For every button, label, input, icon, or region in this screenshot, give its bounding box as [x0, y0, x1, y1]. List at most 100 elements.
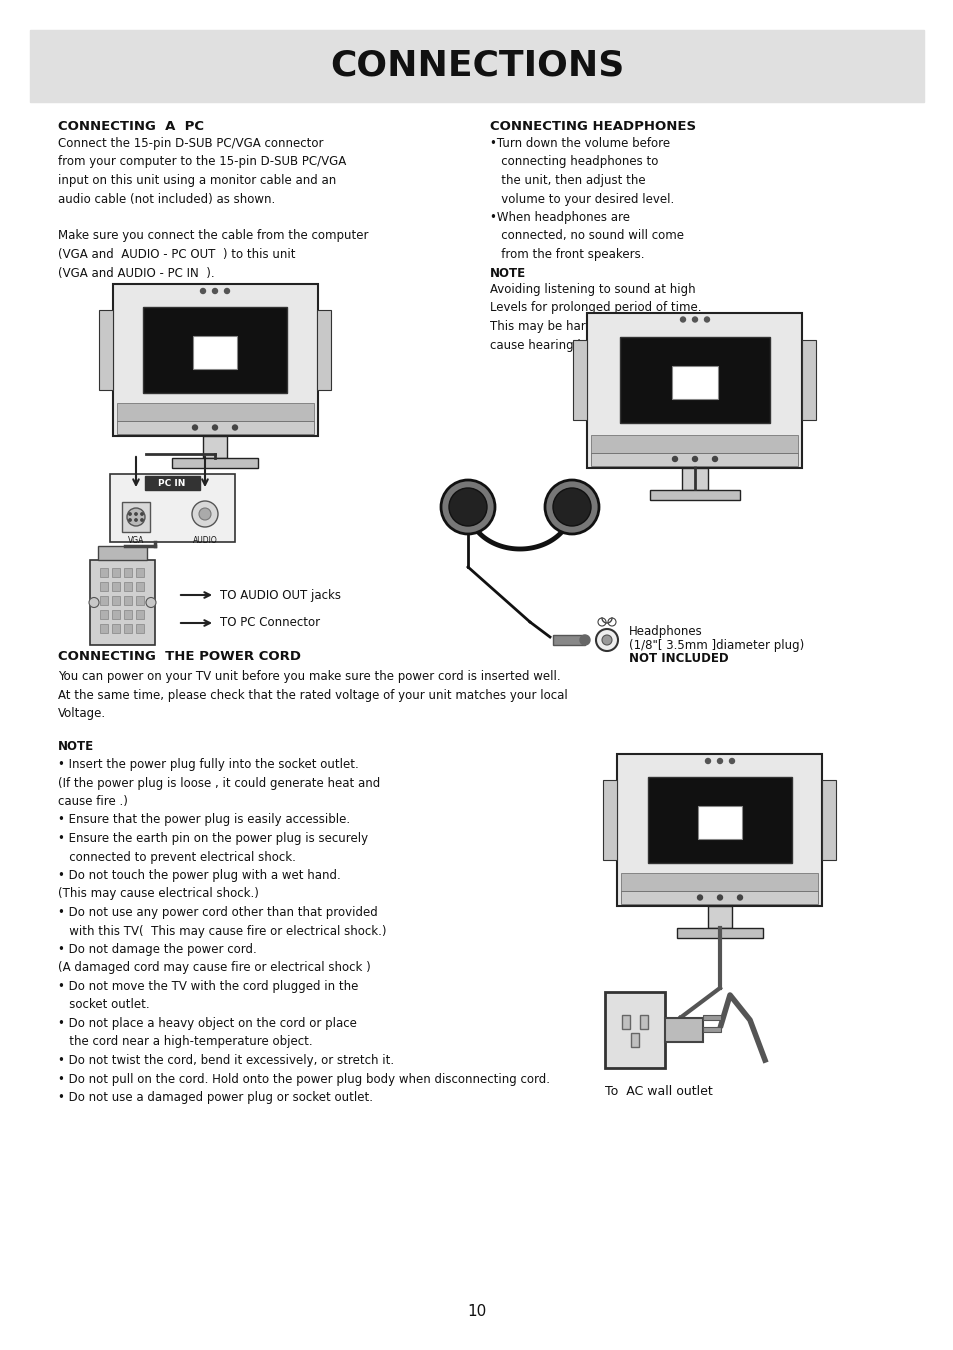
Circle shape: [705, 759, 710, 764]
Text: CONNECTING HEADPHONES: CONNECTING HEADPHONES: [490, 120, 696, 134]
Bar: [112, 610, 120, 620]
Bar: [630, 1033, 639, 1048]
Text: TO PC Connector: TO PC Connector: [220, 617, 320, 629]
Bar: [112, 582, 120, 591]
Bar: [90, 560, 154, 645]
Bar: [112, 284, 317, 436]
Text: NOT INCLUDED: NOT INCLUDED: [628, 652, 728, 664]
Text: CONNECTING  THE POWER CORD: CONNECTING THE POWER CORD: [58, 649, 301, 663]
Bar: [172, 458, 257, 468]
Bar: [116, 404, 314, 421]
Bar: [100, 582, 108, 591]
Text: Headphones: Headphones: [628, 625, 702, 639]
Circle shape: [692, 317, 697, 323]
Bar: [116, 421, 314, 433]
Bar: [619, 336, 769, 424]
Circle shape: [193, 425, 197, 431]
Circle shape: [596, 629, 618, 651]
Bar: [587, 312, 801, 467]
Bar: [100, 610, 108, 620]
Circle shape: [146, 598, 156, 608]
Bar: [136, 610, 144, 620]
Bar: [112, 595, 120, 605]
Bar: [100, 624, 108, 633]
Bar: [122, 502, 150, 532]
Bar: [617, 755, 821, 906]
Text: AUDIO: AUDIO: [193, 536, 217, 545]
Bar: [801, 340, 816, 420]
Bar: [124, 610, 132, 620]
Circle shape: [213, 289, 217, 293]
Bar: [620, 891, 818, 904]
Bar: [707, 906, 732, 927]
Circle shape: [717, 759, 721, 764]
Circle shape: [712, 456, 717, 462]
Bar: [677, 927, 762, 938]
Text: CONNECTIONS: CONNECTIONS: [330, 49, 623, 82]
Text: TO AUDIO OUT jacks: TO AUDIO OUT jacks: [220, 589, 340, 602]
Bar: [136, 595, 144, 605]
Bar: [604, 992, 664, 1068]
Circle shape: [224, 289, 230, 293]
Bar: [698, 806, 740, 838]
Text: To  AC wall outlet: To AC wall outlet: [604, 1085, 712, 1098]
Text: Connect the 15-pin D-SUB PC/VGA connector
from your computer to the 15-pin D-SUB: Connect the 15-pin D-SUB PC/VGA connecto…: [58, 136, 368, 279]
Bar: [193, 336, 236, 369]
Circle shape: [544, 481, 598, 535]
Circle shape: [199, 508, 211, 520]
Bar: [620, 873, 818, 891]
Circle shape: [729, 759, 734, 764]
Bar: [136, 582, 144, 591]
Bar: [603, 780, 617, 860]
Text: PC IN: PC IN: [158, 478, 186, 487]
Bar: [100, 595, 108, 605]
Circle shape: [200, 289, 205, 293]
Circle shape: [697, 895, 701, 900]
Circle shape: [127, 508, 145, 526]
Bar: [702, 1015, 720, 1021]
Circle shape: [692, 456, 697, 462]
Circle shape: [129, 513, 132, 516]
Bar: [145, 477, 200, 490]
Text: VGA: VGA: [128, 536, 144, 545]
Bar: [621, 1015, 629, 1029]
Text: NOTE: NOTE: [58, 740, 94, 753]
Text: •Turn down the volume before
   connecting headphones to
   the unit, then adjus: •Turn down the volume before connecting …: [490, 136, 683, 261]
Bar: [639, 1015, 647, 1029]
Bar: [124, 595, 132, 605]
Bar: [649, 490, 740, 500]
Circle shape: [213, 425, 217, 431]
Circle shape: [449, 487, 486, 526]
Bar: [821, 780, 836, 860]
Bar: [98, 545, 147, 560]
Bar: [317, 310, 331, 390]
Text: • Insert the power plug fully into the socket outlet.
(If the power plug is loos: • Insert the power plug fully into the s…: [58, 757, 550, 1104]
Bar: [702, 1027, 720, 1031]
Text: You can power on your TV unit before you make sure the power cord is inserted we: You can power on your TV unit before you…: [58, 670, 567, 720]
Circle shape: [703, 317, 709, 323]
Text: NOTE: NOTE: [490, 267, 525, 279]
Circle shape: [233, 425, 237, 431]
Bar: [98, 310, 112, 390]
Circle shape: [141, 518, 143, 521]
Bar: [124, 582, 132, 591]
Circle shape: [129, 518, 132, 521]
Bar: [143, 308, 287, 393]
Bar: [136, 624, 144, 633]
Text: (1/8"[ 3.5mm ]diameter plug): (1/8"[ 3.5mm ]diameter plug): [628, 639, 803, 652]
Bar: [553, 634, 584, 645]
Text: Avoiding listening to sound at high
Levels for prolonged period of time.
This ma: Avoiding listening to sound at high Leve…: [490, 284, 708, 351]
Bar: [573, 340, 587, 420]
Circle shape: [579, 634, 589, 645]
Bar: [124, 624, 132, 633]
Circle shape: [601, 634, 612, 645]
Bar: [681, 467, 707, 490]
Circle shape: [134, 513, 137, 516]
Bar: [648, 778, 791, 863]
Bar: [136, 568, 144, 576]
Bar: [112, 624, 120, 633]
Circle shape: [737, 895, 741, 900]
Bar: [124, 568, 132, 576]
Bar: [30, 30, 923, 103]
Circle shape: [679, 317, 685, 323]
